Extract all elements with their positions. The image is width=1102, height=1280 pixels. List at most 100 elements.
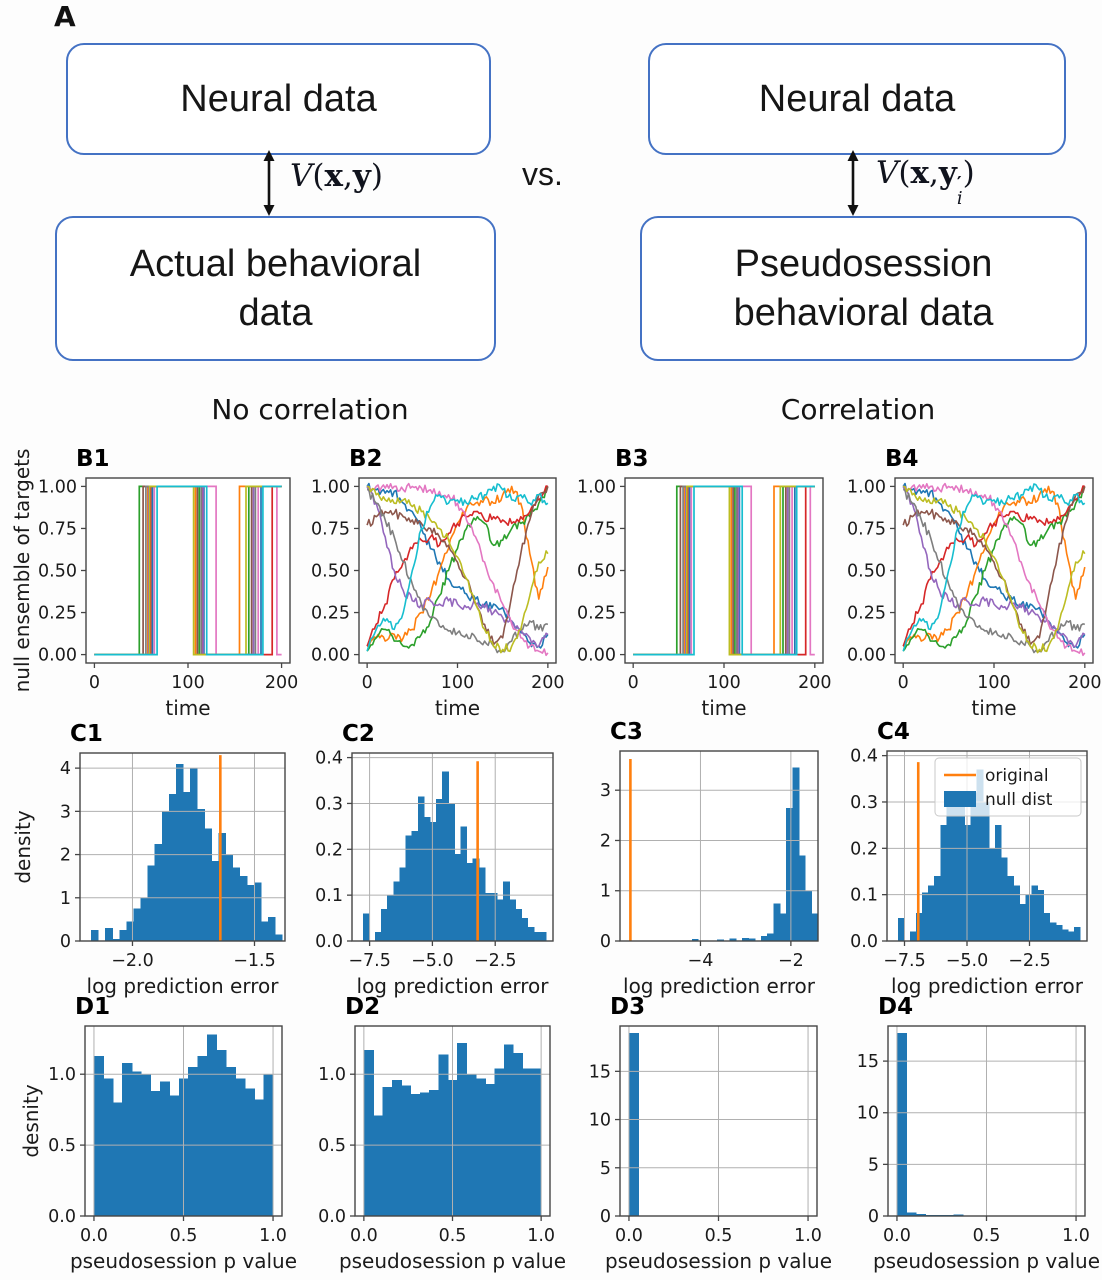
y-tick-label: 0 — [60, 932, 71, 952]
actual-behavioral-line1: Actual behavioral — [129, 242, 422, 285]
neural-data-box-left-text: Neural data — [180, 77, 377, 120]
legend-label-null-dist: null dist — [985, 790, 1053, 810]
panel-b2-chart: 0 100 200 0.00 0.25 0.50 0.75 1.00 time B2 — [311, 446, 565, 720]
x-tick-label: −5.0 — [411, 951, 454, 971]
actual-behavioral-line2: data — [238, 291, 313, 334]
x-axis-label: time — [165, 696, 210, 720]
y-tick-label: 3 — [600, 781, 611, 801]
x-tick-label: −2.5 — [1008, 951, 1051, 971]
panel-d4-chart: 0.0 0.5 1.0 0 5 10 15 pseudosession p value D4 — [857, 994, 1100, 1273]
panel-label-d2: D2 — [345, 994, 380, 1020]
y-tick-label: 15 — [589, 1062, 611, 1082]
x-axis-label: log prediction error — [623, 974, 816, 998]
x-tick-label: 0.0 — [883, 1226, 911, 1246]
x-tick-label: 0.0 — [615, 1226, 643, 1246]
panel-b3-chart: 0 100 200 0.00 0.25 0.50 0.75 1.00 time B3 — [577, 446, 831, 720]
x-tick-label: 1.0 — [259, 1226, 287, 1246]
neural-data-box-right: Neural data — [648, 43, 1066, 155]
x-axis-label: time — [435, 696, 480, 720]
x-axis-label: time — [971, 696, 1016, 720]
y-axis-label: density — [11, 810, 35, 883]
y-tick-label: 0.0 — [318, 1207, 346, 1227]
x-tick-label: 1.0 — [1062, 1226, 1090, 1246]
x-axis-label: pseudosession p value — [339, 1249, 566, 1273]
x-axis-label: pseudosession p value — [605, 1249, 832, 1273]
y-tick-label: 1 — [60, 889, 71, 909]
y-tick-label: 0.25 — [847, 604, 886, 624]
y-tick-label: 0 — [600, 932, 611, 952]
x-tick-label: 1.0 — [794, 1226, 822, 1246]
y-tick-label: 5 — [868, 1155, 879, 1175]
x-tick-label: 200 — [531, 673, 564, 693]
prime-subscript-stack: ′ i — [956, 173, 963, 210]
x-axis-label: pseudosession p value — [70, 1249, 297, 1273]
x-tick-label: −7.5 — [883, 951, 926, 971]
x-tick-label: 200 — [1068, 673, 1101, 693]
double-arrow-icon-left — [263, 150, 275, 216]
y-tick-label: 0.50 — [311, 562, 350, 582]
y-tick-label: 1.00 — [38, 477, 77, 497]
y-tick-label: 0.0 — [48, 1207, 76, 1227]
vs-label: vs. — [522, 156, 563, 192]
pseudosession-line2: behavioral data — [733, 291, 994, 334]
x-tick-label: 200 — [798, 673, 831, 693]
metric-label-right: V(x,y ′ i) — [876, 155, 975, 210]
y-tick-label: 0.75 — [847, 519, 886, 539]
panel-c3-chart: −4 −2 0 1 2 3 log prediction error C3 — [600, 719, 819, 998]
pseudosession-line1: Pseudosession — [734, 242, 993, 285]
y-tick-label: 0 — [600, 1207, 611, 1227]
y-tick-label: 5 — [600, 1159, 611, 1179]
x-tick-label: 1.0 — [527, 1226, 555, 1246]
x-tick-label: 0.5 — [439, 1226, 467, 1246]
panel-d1-chart: 0.0 0.5 1.0 0.0 0.5 1.0 pseudosession p value d… — [19, 994, 297, 1273]
legend-null-dist-patch-swatch — [944, 791, 976, 807]
y-tick-label: 0.75 — [577, 519, 616, 539]
x-tick-label: 0.5 — [170, 1226, 198, 1246]
y-tick-label: 0.4 — [315, 749, 343, 769]
metric-label-left: V(x,y) — [290, 158, 383, 194]
x-tick-label: −7.5 — [348, 951, 391, 971]
y-tick-label: 0.1 — [315, 886, 343, 906]
y-tick-label: 0.00 — [847, 646, 886, 666]
legend-label-original: original — [985, 766, 1049, 786]
panel-c1-chart: −2.0 −1.5 0 1 2 3 4 log prediction error density… — [11, 721, 286, 998]
neural-data-box-right-text: Neural data — [758, 77, 956, 120]
y-tick-label: 0.25 — [311, 604, 350, 624]
x-tick-label: 0.5 — [973, 1226, 1001, 1246]
x-tick-label: 100 — [171, 673, 204, 693]
y-axis-label: desnity — [19, 1084, 43, 1157]
panel-label-b4: B4 — [885, 446, 919, 472]
y-tick-label: 3 — [60, 802, 71, 822]
panel-b1-chart: 0 100 200 0.00 0.25 0.50 0.75 1.00 time null ense… — [10, 446, 298, 720]
y-tick-label: 1.00 — [847, 477, 886, 497]
y-tick-label: 1 — [600, 882, 611, 902]
x-tick-label: 0 — [362, 673, 373, 693]
x-tick-label: −2 — [778, 951, 804, 971]
x-tick-label: 100 — [707, 673, 740, 693]
y-tick-label: 0.0 — [315, 932, 343, 952]
y-tick-label: 1.00 — [311, 477, 350, 497]
y-tick-label: 0.50 — [847, 562, 886, 582]
panel-d2-chart: 0.0 0.5 1.0 0.0 0.5 1.0 pseudosession p value D… — [318, 994, 566, 1273]
x-tick-label: 100 — [441, 673, 474, 693]
x-tick-label: 0 — [898, 673, 909, 693]
panel-label-c4: C4 — [877, 719, 910, 745]
y-tick-label: 0.00 — [311, 646, 350, 666]
y-tick-label: 2 — [600, 831, 611, 851]
neural-data-box-left: Neural data — [66, 43, 491, 155]
x-tick-label: 100 — [977, 673, 1010, 693]
y-axis-label: null ensemble of targets — [10, 449, 34, 693]
y-tick-label: 0.50 — [38, 562, 77, 582]
panel-c2-chart: −7.5 −5.0 −2.5 0.0 0.1 0.2 0.3 0.4 log predictio… — [315, 721, 554, 998]
x-tick-label: 0 — [628, 673, 639, 693]
x-tick-label: 0 — [89, 673, 100, 693]
x-tick-label: −1.5 — [233, 951, 276, 971]
y-tick-label: 0.0 — [850, 932, 878, 952]
double-arrow-icon-right — [847, 150, 859, 216]
panel-label-b1: B1 — [76, 446, 110, 472]
panel-d3-chart: 0.0 0.5 1.0 0 5 10 15 pseudosession p value D3 — [589, 994, 832, 1273]
panel-a-label: A — [54, 0, 76, 33]
panel-label-d1: D1 — [75, 994, 110, 1020]
y-tick-label: 1.00 — [577, 477, 616, 497]
